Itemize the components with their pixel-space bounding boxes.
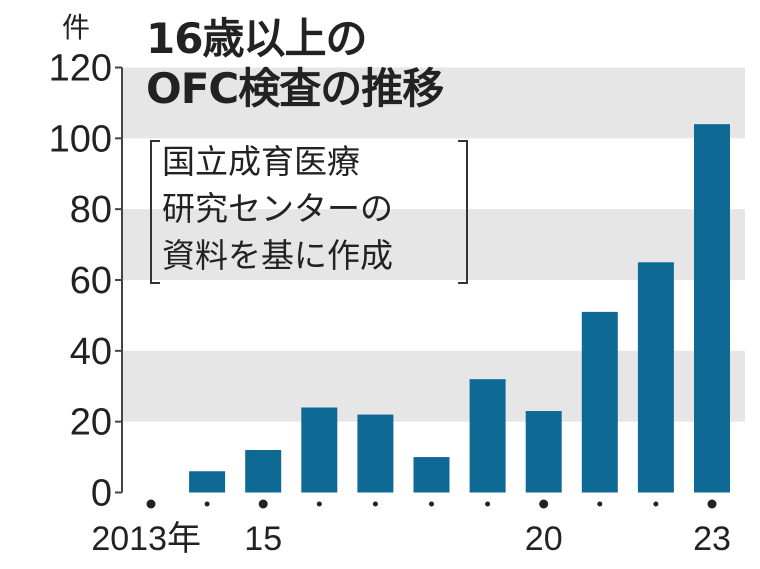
y-tick-label: 80 (70, 189, 112, 231)
x-tick-dot (539, 499, 549, 509)
x-tick-dot (372, 501, 378, 507)
grid-band (122, 67, 745, 139)
bar-2019 (469, 379, 506, 493)
x-tick-label: 15 (244, 520, 282, 558)
source-note-line: 研究センターの (162, 189, 393, 228)
bar-2018 (413, 457, 450, 493)
chart-title: 16歳以上の OFC検査の推移 (146, 14, 444, 114)
source-note-line: 資料を基に作成 (162, 236, 393, 275)
x-tick-dot (429, 501, 434, 507)
y-tick-label: 120 (49, 48, 112, 90)
y-tick-label: 40 (70, 331, 112, 373)
x-tick-dot (204, 501, 210, 507)
y-tick-label: 0 (91, 473, 112, 515)
bar-2017 (357, 414, 394, 493)
source-note-line: 国立成育医療 (162, 142, 360, 181)
bar-2015 (245, 450, 282, 493)
title-line-1: 16歳以上の (146, 14, 367, 63)
x-tick-dot (707, 499, 717, 509)
x-tick-dot (258, 499, 268, 509)
bar-2022 (637, 262, 674, 493)
x-tick-label: 20 (525, 520, 563, 558)
bar-2021 (581, 311, 618, 493)
x-tick-dot (597, 501, 603, 507)
y-tick-label: 100 (49, 118, 112, 160)
y-axis-unit: 件 (62, 11, 91, 44)
bar-2014 (189, 471, 226, 493)
x-tick-dot (485, 501, 491, 507)
x-tick-dot (653, 501, 659, 507)
bar-2020 (525, 411, 562, 493)
x-tick-label: 2013年 (91, 520, 201, 558)
bar-2016 (301, 407, 338, 493)
x-tick-dot (316, 501, 322, 507)
x-tick-dot (146, 499, 156, 509)
y-tick-label: 60 (70, 260, 112, 302)
y-tick-label: 20 (70, 402, 112, 444)
source-note: 国立成育医療 研究センターの 資料を基に作成 (150, 138, 468, 286)
x-tick-label: 23 (693, 520, 731, 558)
title-line-2: OFC検査の推移 (146, 64, 444, 113)
bar-2023 (694, 124, 730, 493)
